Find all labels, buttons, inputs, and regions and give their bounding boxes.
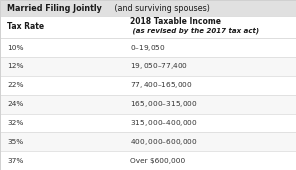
FancyBboxPatch shape (0, 132, 296, 151)
FancyBboxPatch shape (0, 57, 296, 76)
Text: $165,000 – $315,000: $165,000 – $315,000 (130, 99, 198, 109)
FancyBboxPatch shape (0, 95, 296, 114)
FancyBboxPatch shape (0, 0, 296, 16)
Text: $77,400 – $165,000: $77,400 – $165,000 (130, 80, 193, 90)
Text: $400,000 – $600,000: $400,000 – $600,000 (130, 137, 198, 147)
FancyBboxPatch shape (0, 76, 296, 95)
FancyBboxPatch shape (0, 16, 296, 38)
Text: 22%: 22% (7, 82, 24, 88)
Text: 37%: 37% (7, 158, 24, 164)
Text: 32%: 32% (7, 120, 24, 126)
Text: 2018 Taxable Income: 2018 Taxable Income (130, 17, 221, 26)
Text: $315,000 – $400,000: $315,000 – $400,000 (130, 118, 198, 128)
Text: 24%: 24% (7, 101, 24, 107)
Text: $0 – $19,050: $0 – $19,050 (130, 43, 166, 53)
Text: 12%: 12% (7, 63, 24, 70)
FancyBboxPatch shape (0, 114, 296, 132)
Text: $19,050 – $77,400: $19,050 – $77,400 (130, 62, 188, 71)
Text: Married Filing Jointly: Married Filing Jointly (7, 4, 102, 13)
Text: 35%: 35% (7, 139, 24, 145)
FancyBboxPatch shape (0, 151, 296, 170)
Text: (as revised by the 2017 tax act): (as revised by the 2017 tax act) (130, 28, 259, 35)
FancyBboxPatch shape (0, 38, 296, 57)
Text: (and surviving spouses): (and surviving spouses) (112, 4, 210, 13)
Text: Tax Rate: Tax Rate (7, 22, 44, 31)
Text: Over $600,000: Over $600,000 (130, 158, 186, 164)
Text: 10%: 10% (7, 45, 24, 51)
